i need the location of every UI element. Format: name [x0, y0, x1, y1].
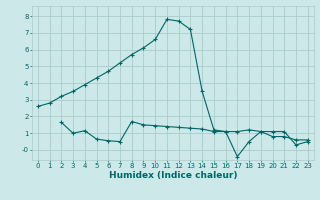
X-axis label: Humidex (Indice chaleur): Humidex (Indice chaleur) [108, 171, 237, 180]
